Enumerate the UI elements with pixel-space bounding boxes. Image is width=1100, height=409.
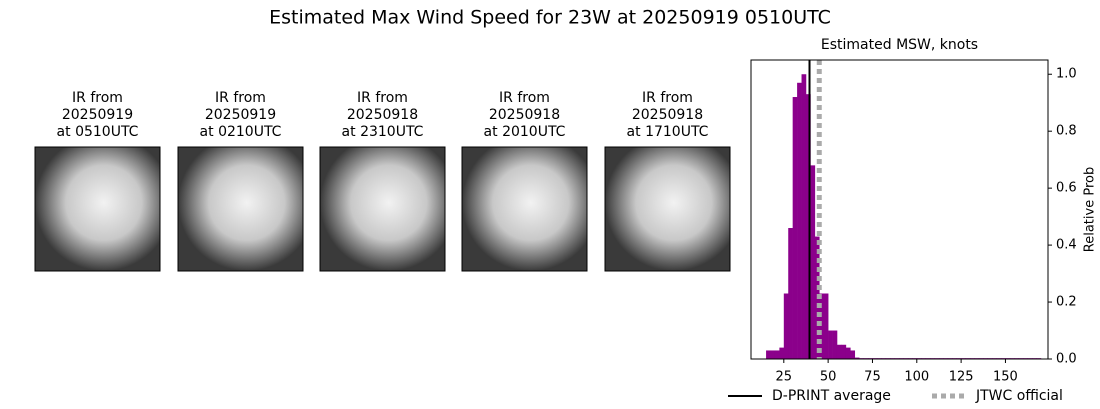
panel-caption: 20250918: [632, 107, 703, 123]
panel-caption: IR from: [72, 90, 123, 106]
panel-caption: at 2310UTC: [342, 124, 424, 140]
panel-caption: IR from: [357, 90, 408, 106]
bar: [779, 347, 785, 359]
panel-caption: 20250919: [62, 107, 133, 123]
ir-image: [319, 146, 446, 272]
x-tick-label: 150: [993, 370, 1018, 385]
y-axis-label: Relative Prob: [1083, 167, 1098, 252]
panel-caption: 20250918: [347, 107, 418, 123]
bar: [801, 74, 807, 359]
y-tick-label: 0.4: [1056, 238, 1077, 253]
panel-caption: IR from: [215, 90, 266, 106]
panel-caption: 20250918: [489, 107, 560, 123]
plot-frame: [750, 59, 1049, 360]
bar: [792, 97, 798, 360]
panel-caption: 20250919: [205, 107, 276, 123]
bar: [854, 357, 860, 359]
y-tick-label: 0.0: [1056, 352, 1077, 367]
panel-caption: at 1710UTC: [627, 124, 709, 140]
panel-caption: at 0510UTC: [57, 124, 139, 140]
bar: [823, 293, 829, 359]
y-tick-label: 0.8: [1056, 124, 1077, 139]
y-tick-label: 0.2: [1056, 295, 1077, 310]
panel-caption: IR from: [642, 90, 693, 106]
bar: [797, 82, 802, 360]
bar: [828, 330, 833, 359]
panel-caption: IR from: [499, 90, 550, 106]
y-tick-label: 1.0: [1056, 67, 1077, 82]
bar: [805, 94, 811, 360]
bar: [832, 330, 838, 359]
x-tick-label: 125: [949, 370, 974, 385]
bar: [850, 350, 856, 359]
bar: [774, 350, 780, 359]
x-tick-label: 50: [820, 370, 837, 385]
figure-title: Estimated Max Wind Speed for 23W at 2025…: [269, 7, 831, 29]
legend-label: D-PRINT average: [772, 388, 891, 404]
subplot-title: Estimated MSW, knots: [821, 37, 978, 53]
ir-image: [34, 146, 161, 272]
x-tick-label: 100: [904, 370, 929, 385]
ir-image: [177, 146, 304, 272]
legend-label: JTWC official: [975, 388, 1063, 404]
ir-image: [604, 146, 731, 272]
bar: [788, 228, 793, 359]
y-tick-label: 0.6: [1056, 181, 1077, 196]
bar: [836, 344, 842, 359]
panel-caption: at 2010UTC: [484, 124, 566, 140]
x-tick-label: 25: [776, 370, 793, 385]
bar: [766, 350, 771, 359]
panel-caption: at 0210UTC: [200, 124, 282, 140]
bar: [770, 350, 776, 359]
bar: [841, 344, 847, 359]
bar: [783, 293, 789, 359]
x-tick-label: 75: [864, 370, 881, 385]
bar: [810, 165, 816, 359]
ir-image: [461, 146, 588, 272]
bar: [845, 347, 851, 359]
bar: [819, 293, 824, 359]
